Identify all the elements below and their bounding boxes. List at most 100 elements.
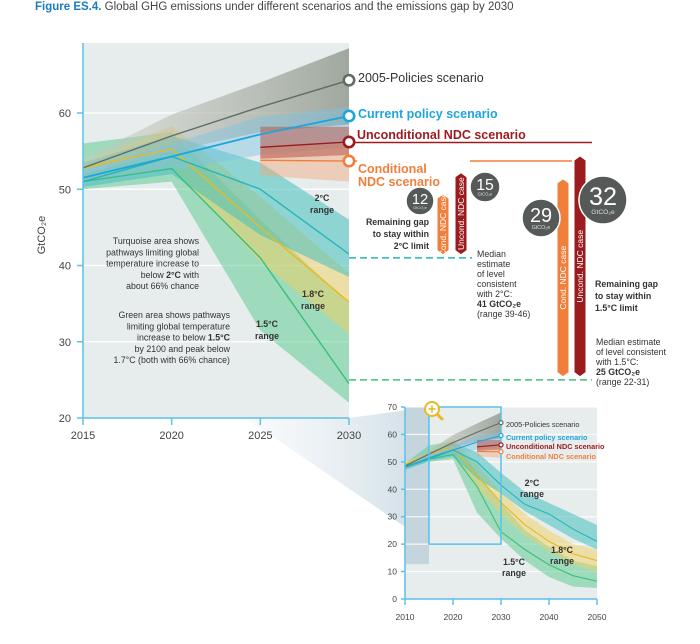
inset-end-marker-unconditional (498, 442, 504, 448)
median-1-5C-text: Median estimate (596, 337, 661, 347)
band-policies2005 (83, 48, 349, 174)
gap-bubble-1-5C-unconditional (578, 175, 628, 225)
inset-x-tick-label: 2040 (540, 612, 559, 622)
end-marker-policies2005 (342, 73, 356, 87)
gap-1-5C-label: 1.5°C limit (595, 303, 638, 313)
x-tick-label: 2020 (159, 430, 183, 442)
range-label-onePointFive: range (255, 331, 279, 341)
gap-bubble-2C-conditional (405, 186, 435, 216)
note-turquoise-part: temperature increase to (106, 259, 199, 269)
x-tick-label: 2030 (337, 430, 361, 442)
line-twoC (83, 155, 349, 255)
line-current (83, 115, 349, 179)
band-twoC (83, 135, 349, 277)
inset-range-label-onePointEight: range (550, 556, 574, 566)
median-1-5C-text: (range 22-31) (596, 377, 649, 387)
note-turquoise-part: below (141, 270, 166, 280)
scenario-label-unconditional: Unconditional NDC scenario (357, 128, 526, 142)
gap-bubble-1-5C-unconditional-value: 32 (589, 183, 617, 211)
range-label-onePointEight: 1.8°C (302, 289, 325, 299)
note-green-part: by 2100 and peak below (135, 344, 231, 354)
inset-y-tick-label: 30 (388, 512, 398, 522)
end-marker-current (342, 109, 356, 123)
median-1-5C-text: 25 GtCO₂e (596, 367, 640, 377)
inset-y-tick-label: 40 (388, 484, 398, 494)
note-green: 1.7°C (both with 66% chance) (114, 355, 231, 365)
scenario-label-conditional: Conditional (358, 162, 427, 176)
note-turquoise: pathways limiting global (106, 247, 199, 257)
gap-bar-2C-conditional-label: Cond. NDC case (438, 192, 448, 256)
end-marker-unconditional (342, 135, 356, 149)
gap-2C-label: 2°C limit (394, 241, 429, 251)
note-turquoise: Turquoise area shows (113, 236, 200, 246)
gap-1-5C-label: to stay within (595, 291, 651, 301)
gap-bar-1-5C-conditional-label: Cond. NDC case (558, 246, 568, 310)
gap-bar-2C-unconditional-label: Uncond. NDC case (456, 177, 466, 250)
band-onePointFive (83, 132, 349, 403)
figure-title: Global GHG emissions under different sce… (104, 1, 514, 13)
inset-line-current (405, 434, 502, 468)
magnifier-icon (424, 401, 444, 421)
y-tick-label: 50 (59, 184, 71, 196)
inset-range-label-twoC: range (520, 489, 544, 499)
scenario-label-policies2005: 2005-Policies scenario (358, 71, 484, 85)
gap-bubble-2C-unconditional (469, 171, 501, 203)
x-tick-label: 2025 (248, 430, 272, 442)
series-group (83, 48, 349, 403)
note-green: Green area shows pathways (119, 310, 231, 320)
median-2C-text: 41 GtCO₂e (477, 299, 521, 309)
magnifier-handle (435, 412, 444, 421)
inset-range-label-twoC: 2°C (525, 478, 540, 488)
note-turquoise-part: 2°C (166, 270, 181, 280)
y-tick-label: 30 (59, 337, 71, 349)
gap-bar-2C-unconditional (455, 173, 467, 255)
inset-range-label-onePointFive: 1.5°C (503, 557, 526, 567)
inset-y-tick-label: 50 (388, 457, 398, 467)
y-tick-label: 40 (59, 261, 71, 273)
line-conditional (260, 159, 349, 162)
gap-bubble-1-5C-conditional-unit: GtCO₂e (532, 225, 551, 231)
inset-line-unconditional (476, 444, 502, 448)
note-turquoise-part: Turquoise area shows (113, 236, 200, 246)
median-2C-text: (range 39-46) (477, 309, 530, 319)
note-green: increase to below 1.5°C (137, 333, 231, 343)
inset-scenario-label-conditional: Conditional NDC scenario (506, 452, 597, 461)
line-onePointFive (83, 167, 349, 385)
inset-x-tick-label: 2020 (444, 612, 463, 622)
note-green-part: increase to below (137, 333, 208, 343)
inset-band-twoC (405, 442, 597, 550)
inset-y-tick-label: 10 (388, 567, 398, 577)
note-green-part: 1.7°C (both with 66% chance) (114, 355, 231, 365)
median-2C-text: consistent (477, 279, 517, 289)
inset-scenario-label-unconditional: Unconditional NDC scenario (506, 442, 605, 451)
gap-bubble-1-5C-conditional (521, 198, 561, 238)
gap-bar-1-5C-conditional (557, 179, 569, 377)
note-green: limiting global temperature (127, 321, 230, 331)
median-1-5C-text: with 1.5°C: (595, 357, 639, 367)
scenario-label-conditional: NDC scenario (358, 175, 440, 189)
inset-y-tick-label: 70 (388, 402, 398, 412)
range-label-twoC: range (310, 205, 334, 215)
inset-y-tick-label: 60 (388, 429, 398, 439)
y-axis-label: GtCO₂e (36, 216, 48, 255)
gap-2C-label: to stay within (373, 229, 429, 239)
gap-bar-2C-conditional (437, 194, 449, 255)
end-marker-conditional (342, 154, 356, 168)
note-turquoise: temperature increase to (106, 259, 199, 269)
emissions-gap-annotations: 2005-Policies scenario Current policy sce… (342, 71, 666, 387)
inset-y-tick-label: 0 (392, 594, 397, 604)
inset-y-tick-label: 20 (388, 539, 398, 549)
median-2C-text: Median (477, 249, 506, 259)
gap-bubble-2C-unconditional-unit: GtCO₂e (478, 192, 493, 197)
inset-scenario-label-current: Current policy scenario (506, 433, 588, 442)
range-label-twoC: 2°C (315, 193, 330, 203)
note-turquoise: about 66% chance (126, 281, 199, 291)
figure-caption: Figure ES.4. Global GHG emissions under … (35, 1, 514, 13)
inset-shade (405, 407, 429, 565)
figure-label: Figure ES.4. (35, 1, 102, 13)
gap-bubble-2C-conditional-unit: GtCO₂e (413, 205, 427, 210)
note-turquoise-part: about 66% chance (126, 281, 199, 291)
gap-bubble-2C-unconditional-value: 15 (476, 177, 494, 194)
